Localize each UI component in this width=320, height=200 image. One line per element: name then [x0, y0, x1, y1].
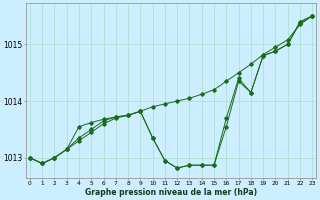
- X-axis label: Graphe pression niveau de la mer (hPa): Graphe pression niveau de la mer (hPa): [85, 188, 257, 197]
